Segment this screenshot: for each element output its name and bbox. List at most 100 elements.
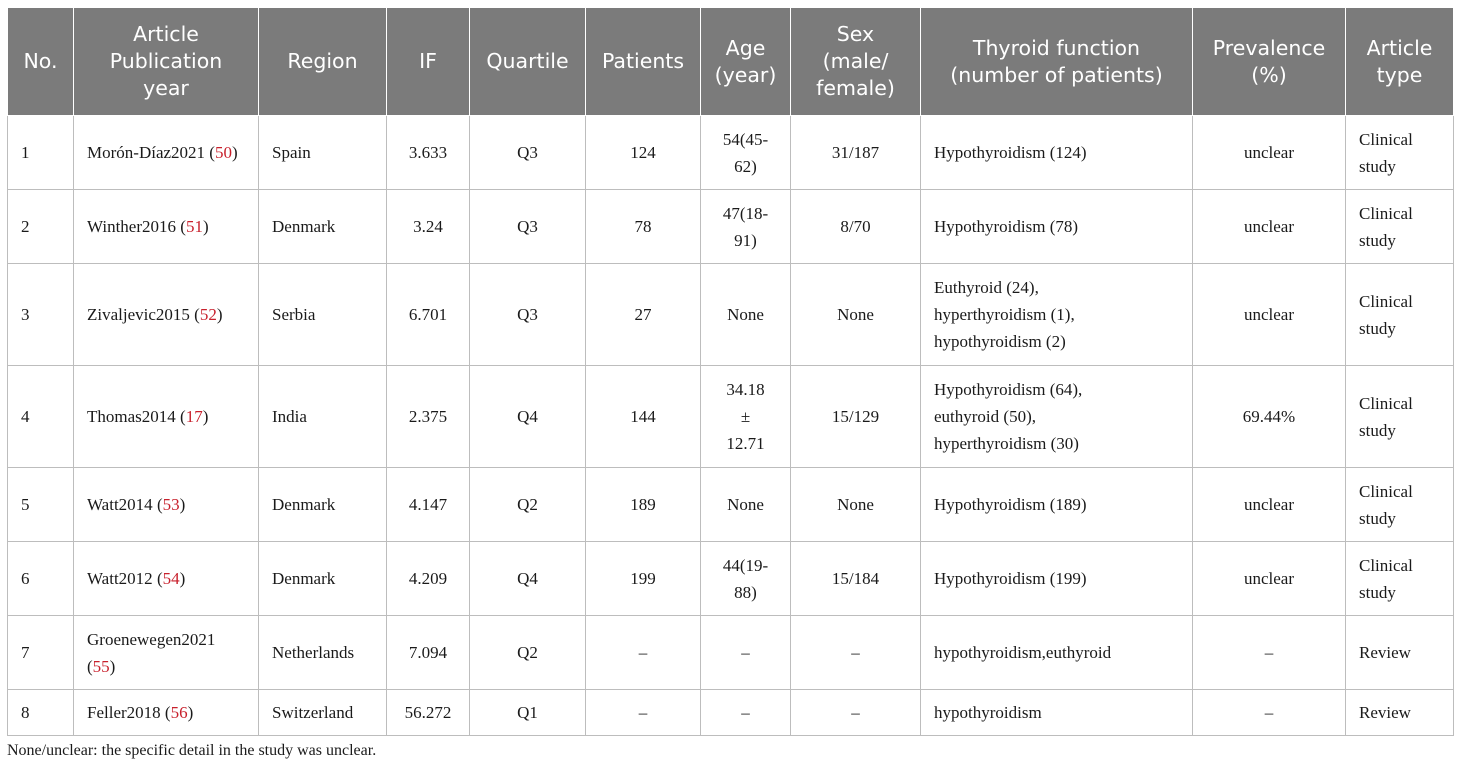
cell-quartile: Q2 xyxy=(469,467,586,542)
cell-prevalence: unclear xyxy=(1192,467,1346,542)
cell-sex: 8/70 xyxy=(790,189,921,264)
author-year: Watt2012 xyxy=(87,569,153,588)
cell-thyroid-function: Hypothyroidism (199) xyxy=(920,541,1193,616)
cell-age: – xyxy=(700,689,791,736)
cell-no: 4 xyxy=(7,365,74,468)
cell-region: Denmark xyxy=(258,467,387,542)
cell-prevalence: unclear xyxy=(1192,541,1346,616)
cell-no: 3 xyxy=(7,263,74,366)
cell-region: Serbia xyxy=(258,263,387,366)
cell-sex: None xyxy=(790,263,921,366)
cell-article-type: Clinical study xyxy=(1345,189,1454,264)
cell-sex: 15/184 xyxy=(790,541,921,616)
cell-quartile: Q1 xyxy=(469,689,586,736)
cell-age: 54(45- 62) xyxy=(700,115,791,190)
column-header-article-type: Article type xyxy=(1345,7,1454,116)
cell-article-type: Clinical study xyxy=(1345,365,1454,468)
author-year: Morón-Díaz2021 xyxy=(87,143,206,162)
author-year: Zivaljevic2015 xyxy=(87,305,190,324)
cell-patients: 27 xyxy=(585,263,701,366)
reference-link[interactable]: 54 xyxy=(162,569,180,588)
cell-if: 6.701 xyxy=(386,263,470,366)
cell-patients: – xyxy=(585,689,701,736)
cell-prevalence: unclear xyxy=(1192,189,1346,264)
column-header-region: Region xyxy=(258,7,387,116)
cell-if: 56.272 xyxy=(386,689,470,736)
cell-thyroid-function: Euthyroid (24), hyperthyroidism (1), hypot… xyxy=(920,263,1193,366)
column-header-prevalence: Prevalence (%) xyxy=(1192,7,1346,116)
cell-article: Watt2012 (54) xyxy=(73,541,259,616)
column-header-article-publication-year: Article Publication year xyxy=(73,7,259,116)
cell-quartile: Q3 xyxy=(469,189,586,264)
reference-link[interactable]: 51 xyxy=(185,217,203,236)
reference-link[interactable]: 52 xyxy=(199,305,217,324)
cell-patients: 189 xyxy=(585,467,701,542)
cell-age: 34.18 ±12.71 xyxy=(700,365,791,468)
cell-no: 7 xyxy=(7,615,74,690)
cell-region: India xyxy=(258,365,387,468)
table-footnote: None/unclear: the specific detail in the… xyxy=(7,742,377,759)
reference-link[interactable]: 17 xyxy=(185,407,203,426)
table-row: 7 Groenewegen2021 (55) Netherlands 7.094 Q2–… xyxy=(7,615,1454,690)
cell-no: 1 xyxy=(7,115,74,190)
cell-age: – xyxy=(700,615,791,690)
cell-region: Spain xyxy=(258,115,387,190)
cell-article: Zivaljevic2015 (52) xyxy=(73,263,259,366)
table-row: 2 Winther2016 (51) Denmark 3.24 Q3 78 47(18- 91… xyxy=(7,189,1454,264)
cell-article-type: Clinical study xyxy=(1345,263,1454,366)
cell-quartile: Q3 xyxy=(469,263,586,366)
header-row: No. Article Publication year Region IF Quartil… xyxy=(7,7,1454,116)
cell-no: 8 xyxy=(7,689,74,736)
cell-region: Netherlands xyxy=(258,615,387,690)
cell-sex: – xyxy=(790,689,921,736)
column-header-quartile: Quartile xyxy=(469,7,586,116)
cell-prevalence: 69.44% xyxy=(1192,365,1346,468)
table-row: 3 Zivaljevic2015 (52) Serbia 6.701 Q3 27 None N… xyxy=(7,263,1454,366)
cell-article: Thomas2014 (17) xyxy=(73,365,259,468)
cell-no: 5 xyxy=(7,467,74,542)
column-header-no: No. xyxy=(7,7,74,116)
author-year: Thomas2014 xyxy=(87,407,176,426)
table-row: 5 Watt2014 (53) Denmark 4.147 Q2 189 None None H… xyxy=(7,467,1454,542)
cell-if: 3.633 xyxy=(386,115,470,190)
table-row: 8 Feller2018 (56) Switzerland 56.272 Q1– – – hy… xyxy=(7,689,1454,736)
cell-if: 3.24 xyxy=(386,189,470,264)
reference-link[interactable]: 55 xyxy=(92,656,110,676)
cell-sex: None xyxy=(790,467,921,542)
cell-prevalence: – xyxy=(1192,689,1346,736)
column-header-patients: Patients xyxy=(585,7,701,116)
column-header-age: Age (year) xyxy=(700,7,791,116)
cell-patients: – xyxy=(585,615,701,690)
cell-region: Denmark xyxy=(258,541,387,616)
cell-article: Groenewegen2021 (55) xyxy=(73,615,259,690)
cell-sex: 15/129 xyxy=(790,365,921,468)
cell-article-type: Clinical study xyxy=(1345,115,1454,190)
table-row: 4 Thomas2014 (17) India 2.375 Q4 144 34.18 ±12.… xyxy=(7,365,1454,468)
cell-article: Watt2014 (53) xyxy=(73,467,259,542)
cell-quartile: Q4 xyxy=(469,541,586,616)
cell-sex: 31/187 xyxy=(790,115,921,190)
reference-link[interactable]: 56 xyxy=(170,703,188,722)
author-year: Feller2018 xyxy=(87,703,161,722)
cell-article-type: Clinical study xyxy=(1345,541,1454,616)
cell-thyroid-function: Hypothyroidism (124) xyxy=(920,115,1193,190)
cell-patients: 199 xyxy=(585,541,701,616)
cell-patients: 78 xyxy=(585,189,701,264)
cell-thyroid-function: hypothyroidism xyxy=(920,689,1193,736)
cell-thyroid-function: Hypothyroidism (189) xyxy=(920,467,1193,542)
author-year: Winther2016 xyxy=(87,217,177,236)
column-header-sex: Sex (male/female) xyxy=(790,7,921,116)
cell-thyroid-function: Hypothyroidism (78) xyxy=(920,189,1193,264)
table-row: 1 Morón-Díaz2021 (50) Spain 3.633 Q3 124 54(45… xyxy=(7,115,1454,190)
reference-link[interactable]: 53 xyxy=(162,495,180,514)
cell-patients: 124 xyxy=(585,115,701,190)
cell-patients: 144 xyxy=(585,365,701,468)
cell-no: 6 xyxy=(7,541,74,616)
cell-age: 44(19- 88) xyxy=(700,541,791,616)
cell-age: None xyxy=(700,263,791,366)
author-year: Watt2014 xyxy=(87,495,153,514)
reference-link[interactable]: 50 xyxy=(214,143,232,162)
cell-if: 4.147 xyxy=(386,467,470,542)
cell-prevalence: unclear xyxy=(1192,263,1346,366)
cell-prevalence: – xyxy=(1192,615,1346,690)
